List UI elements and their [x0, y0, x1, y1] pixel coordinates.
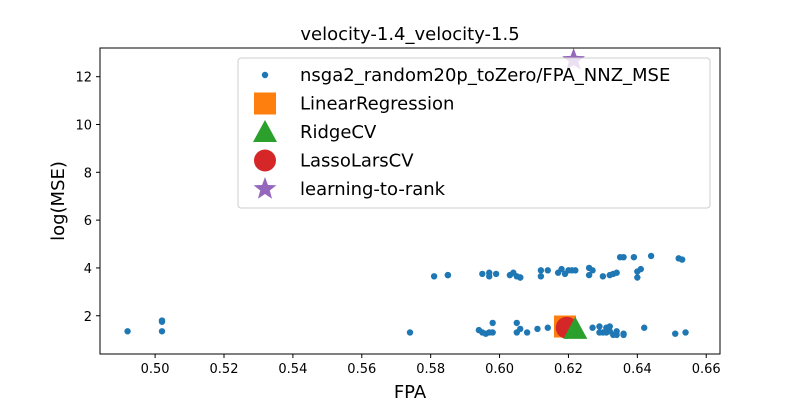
data-point	[678, 256, 686, 263]
data-point	[599, 273, 607, 280]
data-point	[517, 274, 524, 281]
plot-area-frame	[99, 47, 721, 355]
legend-entry-label: LinearRegression	[300, 94, 454, 115]
data-point	[406, 329, 414, 336]
legend-entry-label: LassoLarsCV	[300, 151, 414, 172]
data-point	[613, 269, 620, 276]
y-tick-label: 8	[84, 166, 92, 181]
legend-entry-label: RidgeCV	[300, 122, 377, 143]
legend-entry-label: nsga2_random20p_toZero/FPA_NNZ_MSE	[300, 65, 670, 86]
data-point	[479, 270, 486, 278]
data-point	[492, 270, 500, 278]
legend-triangle-marker	[253, 120, 277, 142]
data-point	[672, 330, 679, 337]
data-point	[596, 323, 603, 330]
chart-title: velocity-1.4_velocity-1.5	[300, 24, 519, 45]
y-tick-label: 4	[84, 262, 92, 277]
x-axis: 0.50 0.52 0.54 0.56 0.58 0.60 0.62 0.64 0.66	[141, 354, 721, 377]
data-point	[558, 265, 565, 273]
x-tick-label: 0.50	[141, 362, 170, 377]
x-axis-label: FPA	[394, 382, 427, 400]
data-point	[647, 252, 655, 260]
x-tick-label: 0.56	[347, 362, 376, 377]
data-point	[620, 331, 627, 339]
data-point	[158, 328, 166, 335]
data-point	[517, 325, 524, 333]
data-point	[572, 267, 579, 274]
y-axis: 2 4 6 8 10 12	[75, 71, 100, 325]
x-tick-label: 0.60	[485, 362, 514, 377]
data-point	[613, 328, 620, 335]
data-point	[430, 273, 438, 280]
data-point	[544, 324, 551, 331]
legend-square-marker	[254, 92, 276, 115]
data-point	[124, 328, 131, 335]
data-point	[637, 265, 644, 273]
data-point	[523, 329, 531, 336]
data-point	[620, 253, 627, 261]
data-point	[589, 267, 596, 274]
x-tick-label: 0.62	[554, 362, 583, 377]
data-point	[641, 324, 648, 331]
data-point	[534, 325, 541, 333]
data-point	[585, 271, 593, 279]
x-tick-label: 0.54	[278, 362, 307, 377]
legend: nsga2_random20p_toZero/FPA_NNZ_MSE Linear…	[237, 57, 711, 209]
legend-entry-label: learning-to-rank	[300, 179, 446, 200]
legend-star-marker	[253, 177, 277, 199]
data-point	[489, 329, 496, 336]
data-point	[606, 323, 613, 330]
x-tick-label: 0.66	[692, 362, 721, 377]
data-point	[444, 271, 452, 279]
x-tick-label: 0.52	[210, 362, 239, 377]
triangle-marker	[563, 316, 588, 339]
data-point	[630, 253, 638, 261]
legend-circle-marker	[254, 149, 276, 172]
data-point	[634, 274, 641, 281]
y-tick-label: 2	[84, 310, 92, 325]
y-axis-label: log(MSE)	[48, 161, 69, 241]
data-point	[158, 318, 166, 325]
legend-frame	[237, 57, 711, 209]
data-point	[489, 319, 496, 327]
y-tick-label: 12	[75, 71, 92, 86]
data-point	[486, 269, 493, 276]
x-tick-label: 0.58	[416, 362, 445, 377]
data-point	[537, 267, 545, 274]
x-tick-label: 0.64	[623, 362, 652, 377]
data-point	[589, 324, 596, 331]
data-point	[513, 319, 520, 327]
data-point	[544, 267, 551, 274]
data-point	[537, 273, 545, 280]
data-point	[682, 329, 689, 336]
y-tick-label: 10	[75, 119, 92, 134]
y-tick-label: 6	[84, 214, 92, 229]
legend-dot-marker	[261, 71, 269, 79]
plot-marks	[124, 48, 689, 339]
